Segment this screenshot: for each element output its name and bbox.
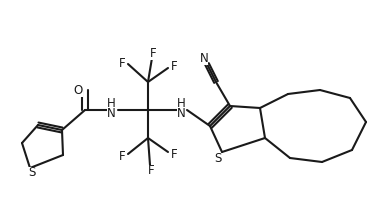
Text: F: F [119,150,125,162]
Text: S: S [28,166,36,180]
Text: H: H [107,96,115,110]
Text: F: F [171,147,177,161]
Text: F: F [148,165,154,177]
Text: F: F [150,46,156,60]
Text: O: O [73,84,83,96]
Text: S: S [214,153,222,165]
Text: H: H [177,96,185,110]
Text: F: F [171,60,177,73]
Text: N: N [177,107,185,119]
Text: N: N [107,107,115,119]
Text: N: N [200,51,209,65]
Text: F: F [119,57,125,69]
